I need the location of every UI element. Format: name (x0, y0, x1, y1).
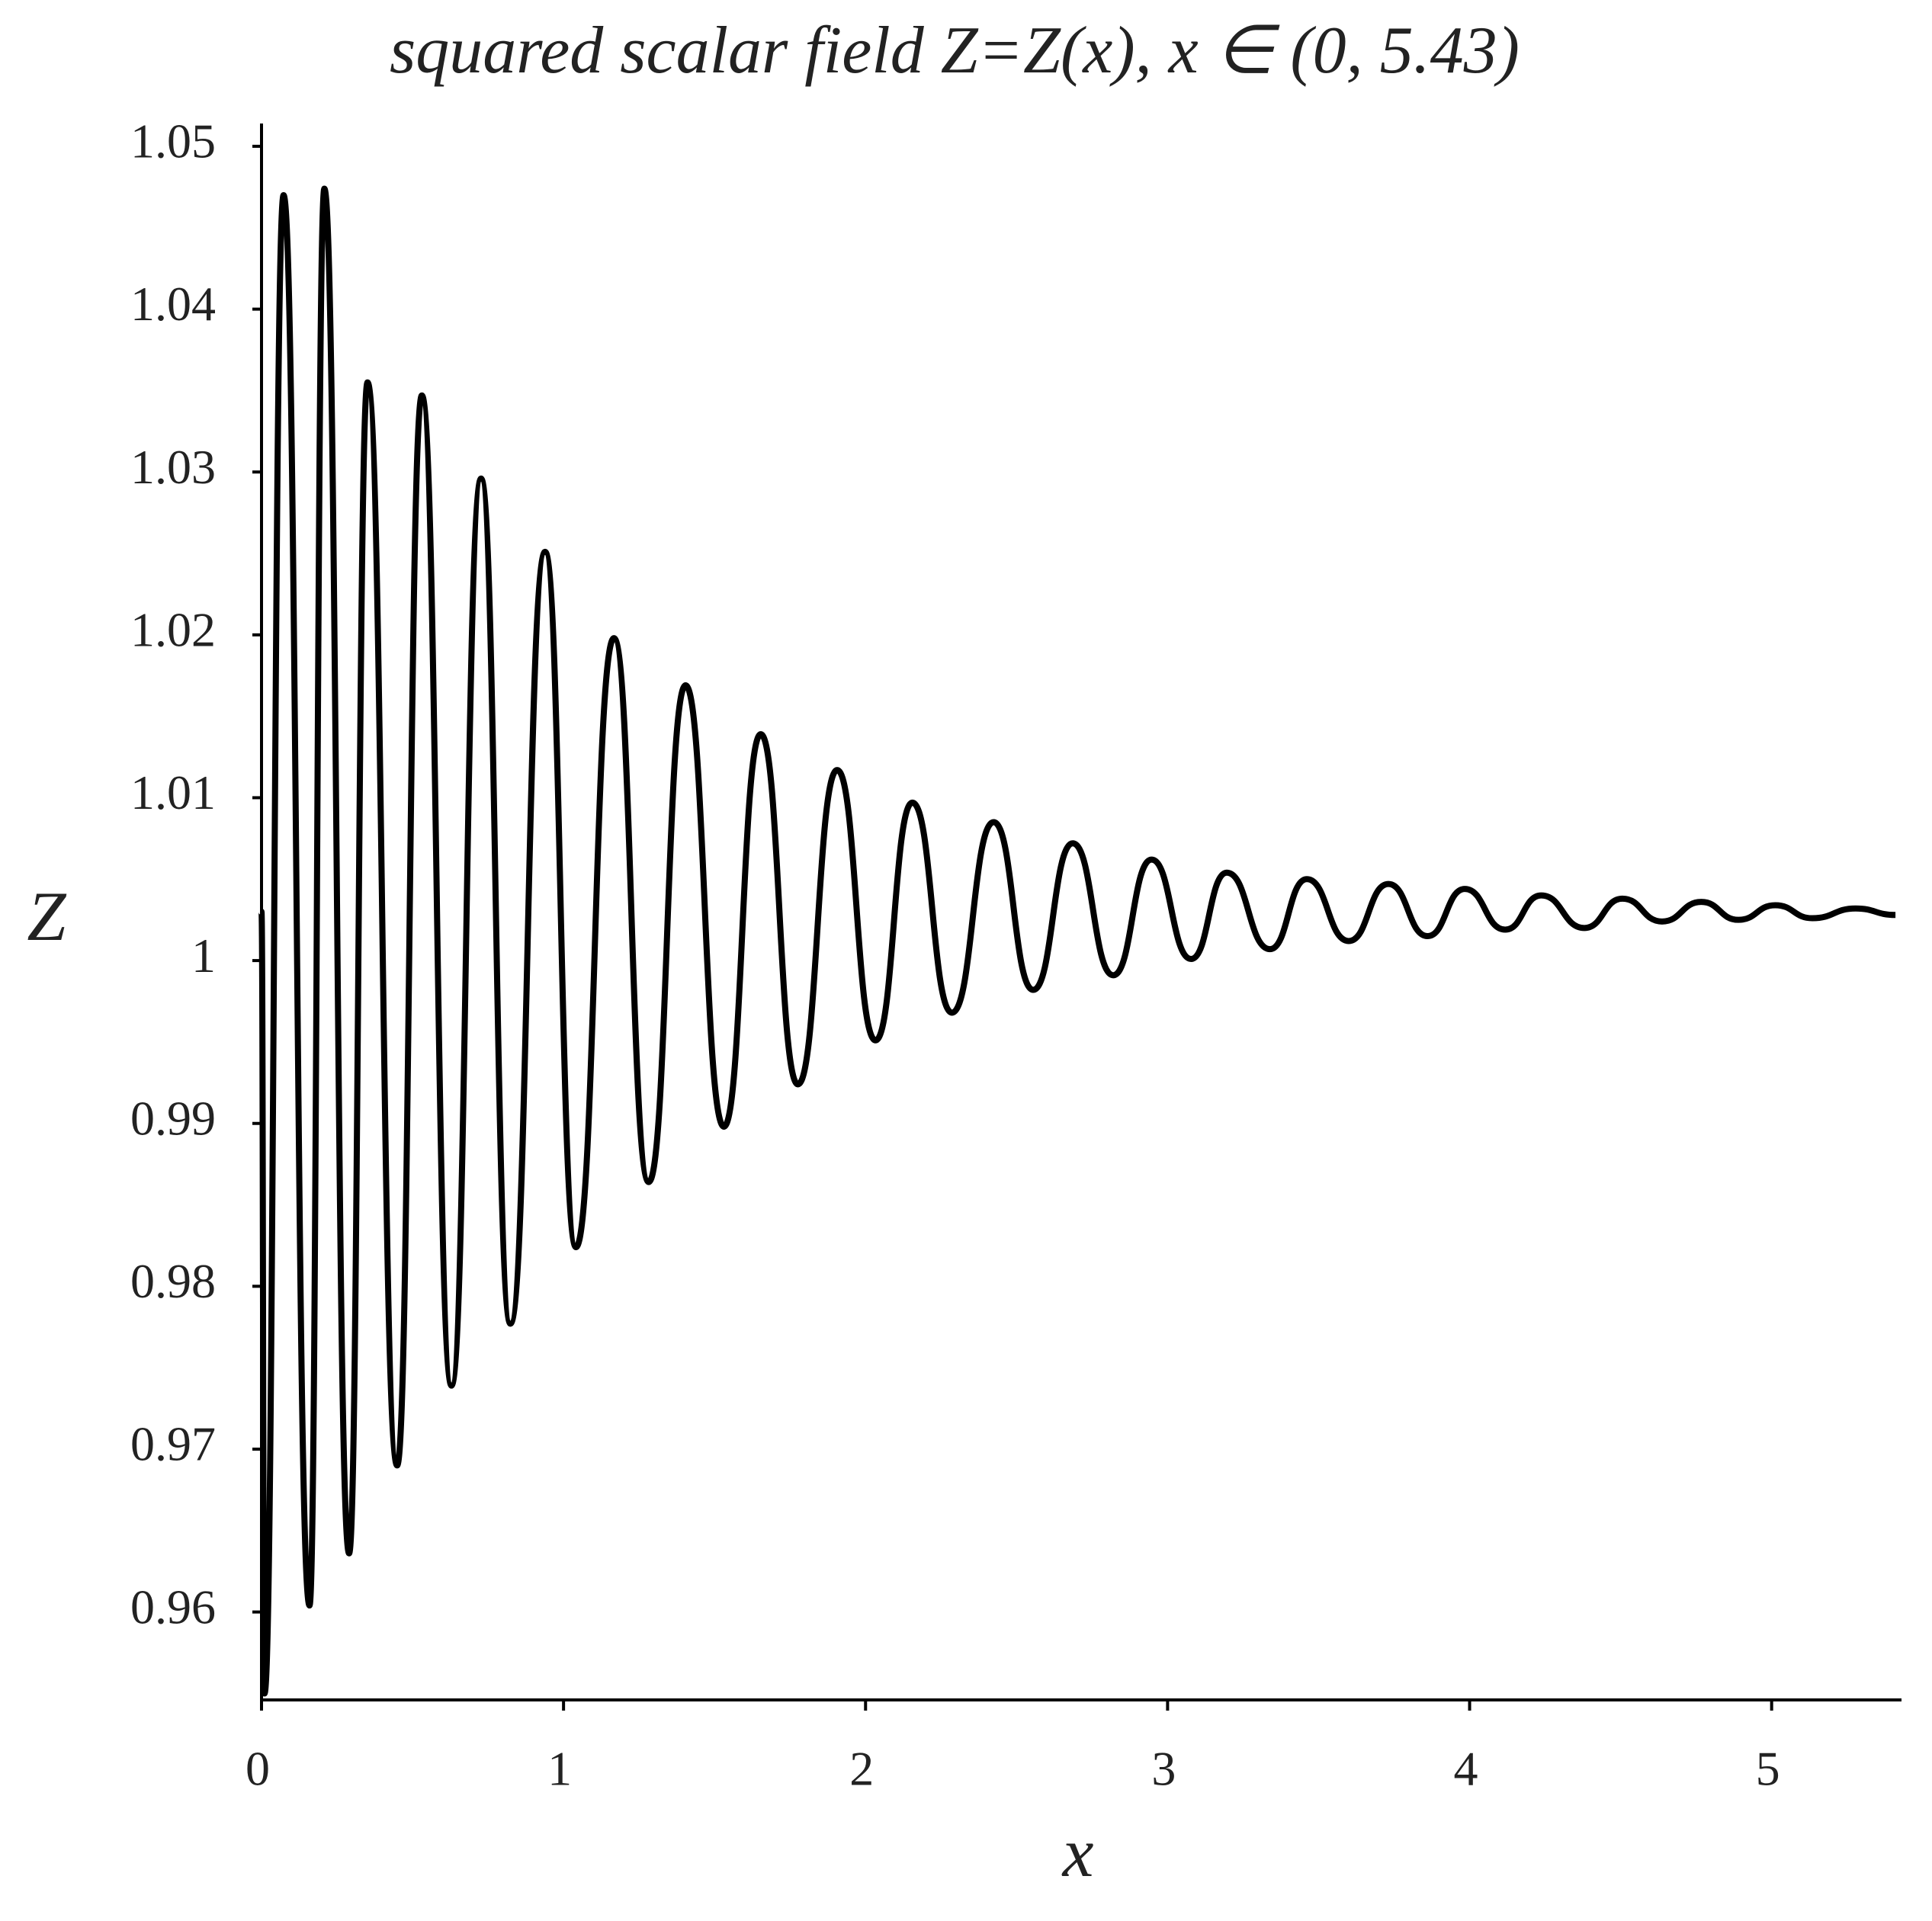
y-tick-label: 0.99 (130, 1091, 216, 1145)
y-tick-label: 1.02 (130, 603, 216, 657)
y-tick-label: 1 (191, 928, 216, 983)
y-axis-label: Z (27, 877, 66, 955)
y-tick-label: 0.97 (130, 1417, 216, 1471)
data-line (258, 185, 1896, 1697)
x-axis-label: x (1061, 1814, 1094, 1891)
x-tick-label: 2 (849, 1742, 874, 1796)
y-tick-label: 1.04 (130, 277, 216, 331)
y-tick-label: 1.03 (130, 440, 216, 494)
x-tick-label: 1 (547, 1742, 572, 1796)
x-tick-label: 3 (1151, 1742, 1176, 1796)
x-tick-label: 0 (246, 1742, 270, 1796)
y-tick-label: 0.98 (130, 1254, 216, 1308)
chart-title: squared scalar field Z=Z(x), x ∈ (0, 5.4… (390, 14, 1520, 88)
x-tick-label: 4 (1454, 1742, 1478, 1796)
y-tick-label: 1.01 (130, 765, 216, 819)
y-tick-label: 1.05 (130, 114, 216, 168)
x-tick-label: 5 (1756, 1742, 1780, 1796)
y-tick-label: 0.96 (130, 1579, 216, 1634)
